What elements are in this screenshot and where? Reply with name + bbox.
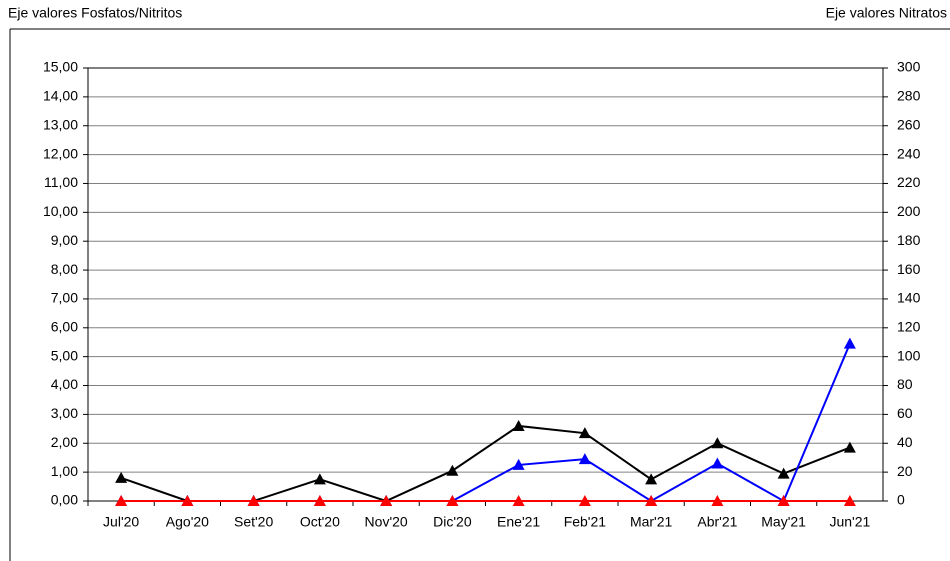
marker [777, 495, 790, 506]
marker [247, 495, 260, 506]
y2-tick-label: 100 [897, 347, 921, 363]
marker [512, 458, 525, 470]
marker [843, 441, 856, 453]
y-tick-label: 15,00 [43, 59, 78, 75]
marker [115, 471, 128, 483]
marker [711, 457, 724, 469]
y2-tick-label: 140 [897, 290, 921, 306]
y-tick-label: 12,00 [43, 145, 78, 161]
y2-tick-label: 260 [897, 116, 921, 132]
y-tick-label: 3,00 [51, 405, 78, 421]
y2-tick-label: 20 [897, 463, 913, 479]
x-tick-label: Jun'21 [829, 514, 870, 530]
x-tick-label: May'21 [761, 514, 806, 530]
marker [446, 495, 459, 506]
marker [512, 495, 525, 506]
marker [843, 337, 856, 349]
y2-axis-label: Eje valores Nitratos [826, 5, 947, 21]
plot-border [87, 67, 884, 502]
y-tick-label: 0,00 [51, 492, 78, 508]
y-tick-label: 7,00 [51, 290, 78, 306]
series-line [120, 424, 851, 503]
y-tick-label: 13,00 [43, 116, 78, 132]
marker [578, 453, 591, 465]
x-tick-label: Nov'20 [365, 514, 408, 530]
marker [380, 495, 393, 506]
marker [645, 473, 658, 485]
series-line [121, 343, 851, 503]
y2-tick-label: 0 [897, 492, 905, 508]
y2-tick-label: 180 [897, 232, 921, 248]
marker [512, 419, 525, 431]
marker [777, 467, 790, 479]
marker [645, 495, 658, 506]
y-tick-label: 4,00 [51, 376, 78, 392]
x-tick-label: Oct'20 [300, 514, 340, 530]
y2-tick-label: 300 [897, 59, 921, 75]
y2-tick-label: 200 [897, 203, 921, 219]
y-tick-label: 5,00 [51, 347, 78, 363]
y2-tick-label: 280 [897, 88, 921, 104]
y2-tick-label: 220 [897, 174, 921, 190]
x-tick-label: Ago'20 [166, 514, 209, 530]
marker [843, 495, 856, 506]
y-tick-label: 14,00 [43, 88, 78, 104]
y2-tick-label: 120 [897, 319, 921, 335]
y-tick-label: 2,00 [51, 434, 78, 450]
marker [115, 495, 128, 506]
marker [711, 437, 724, 449]
y-tick-label: 9,00 [51, 232, 78, 248]
x-tick-label: Jul'20 [103, 514, 139, 530]
x-tick-label: Mar'21 [630, 514, 673, 530]
y-tick-label: 1,00 [51, 463, 78, 479]
y2-tick-label: 240 [897, 145, 921, 161]
y-tick-label: 8,00 [51, 261, 78, 277]
marker [578, 495, 591, 506]
y2-tick-label: 160 [897, 261, 921, 277]
y-tick-label: 6,00 [51, 319, 78, 335]
y-axis-label: Eje valores Fosfatos/Nitritos [8, 5, 182, 21]
y-tick-label: 11,00 [44, 174, 78, 190]
x-tick-label: Feb'21 [564, 514, 607, 530]
marker [313, 473, 326, 485]
marker [313, 495, 326, 506]
y2-tick-label: 40 [897, 434, 913, 450]
marker [711, 495, 724, 506]
marker [181, 495, 194, 506]
y2-tick-label: 80 [897, 376, 913, 392]
x-tick-label: Dic'20 [433, 514, 472, 530]
marker [446, 464, 459, 476]
y2-tick-label: 60 [897, 405, 913, 421]
x-tick-label: Abr'21 [697, 514, 737, 530]
y-tick-label: 10,00 [43, 203, 78, 219]
x-tick-label: Set'20 [234, 514, 273, 530]
marker [578, 427, 591, 439]
x-tick-label: Ene'21 [497, 514, 540, 530]
